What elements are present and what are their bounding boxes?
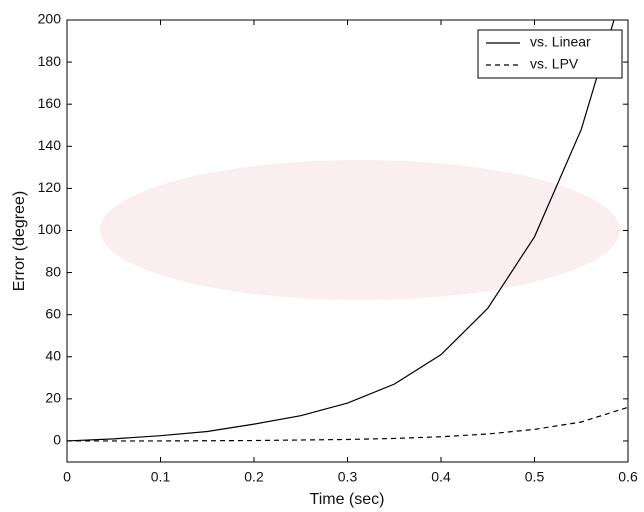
- y-tick-label: 80: [45, 263, 61, 279]
- y-tick-label: 160: [38, 95, 62, 111]
- y-tick-label: 200: [38, 11, 62, 27]
- y-tick-label: 120: [38, 179, 62, 195]
- y-tick-label: 140: [38, 137, 62, 153]
- y-tick-label: 40: [45, 347, 61, 363]
- x-tick-label: 0.2: [244, 469, 264, 485]
- x-tick-label: 0.5: [525, 469, 545, 485]
- y-axis-label: Error (degree): [11, 191, 28, 291]
- legend-label: vs. Linear: [530, 34, 591, 50]
- x-axis-label: Time (sec): [310, 491, 385, 508]
- x-tick-label: 0.6: [618, 469, 638, 485]
- x-tick-label: 0.1: [151, 469, 171, 485]
- y-tick-label: 0: [53, 432, 61, 448]
- y-tick-label: 20: [45, 390, 61, 406]
- x-tick-label: 0.3: [338, 469, 358, 485]
- y-tick-label: 180: [38, 53, 62, 69]
- y-tick-label: 100: [38, 221, 62, 237]
- x-tick-label: 0: [63, 469, 71, 485]
- legend-box: [477, 29, 623, 79]
- y-tick-label: 60: [45, 305, 61, 321]
- watermark: [100, 160, 620, 300]
- line-series: [66, 19, 615, 442]
- legend-label: vs. LPV: [530, 56, 579, 72]
- x-tick-label: 0.4: [431, 469, 451, 485]
